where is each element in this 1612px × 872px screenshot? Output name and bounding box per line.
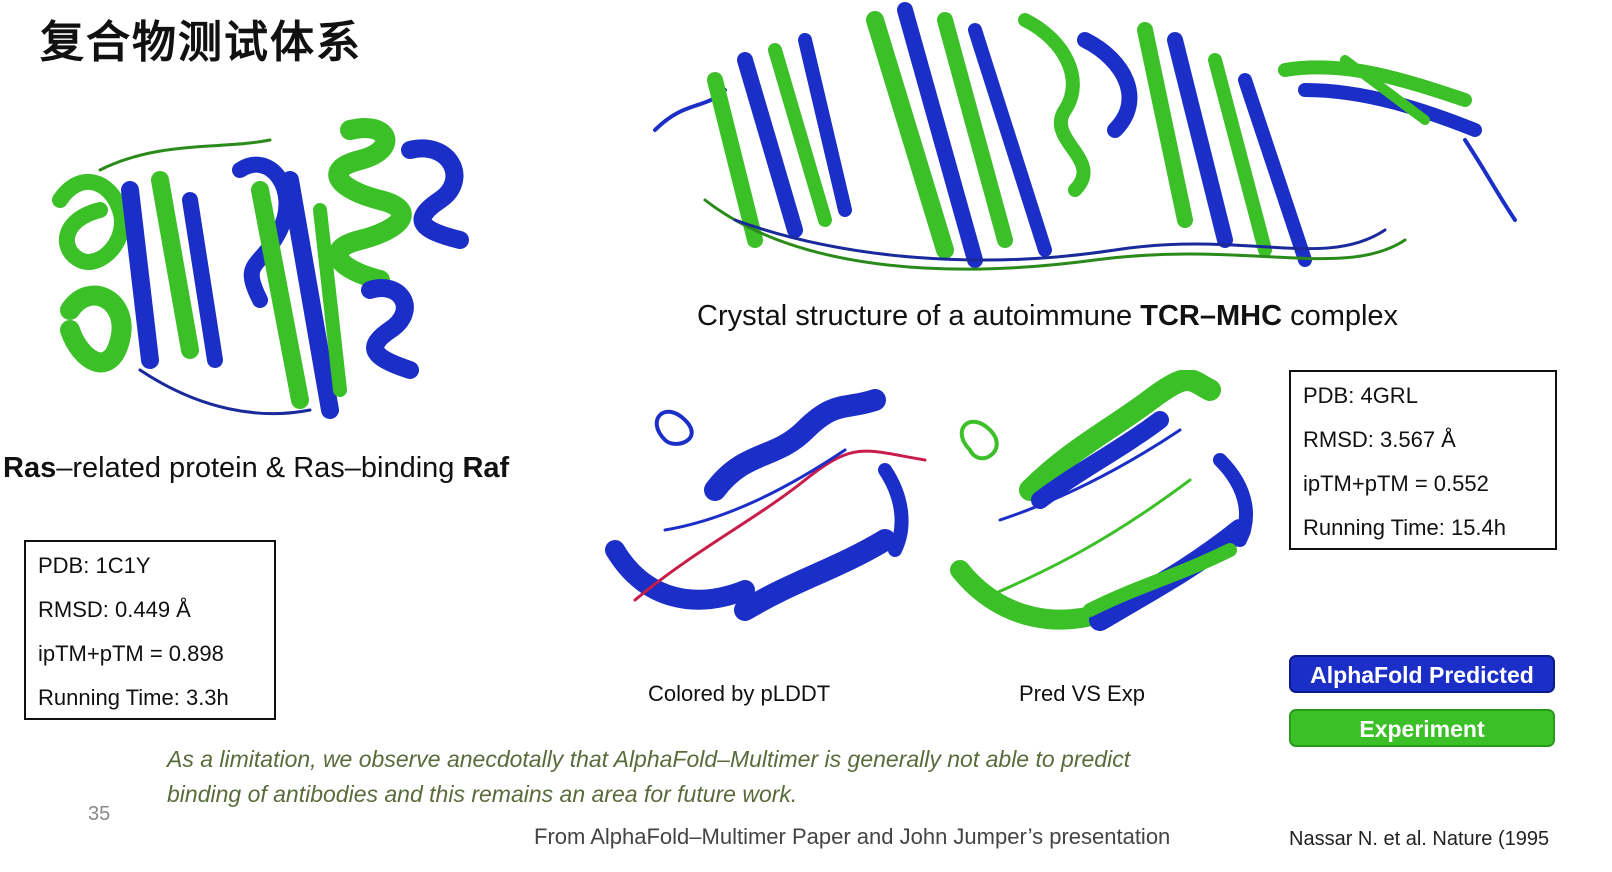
iptm-value: ipTM+pTM = 0.552 bbox=[1303, 471, 1489, 496]
legend-alphafold-predicted: AlphaFold Predicted bbox=[1289, 655, 1555, 693]
tcr-caption-start: Crystal structure of a autoimmune bbox=[697, 300, 1141, 332]
plddt-caption: Colored by pLDDT bbox=[648, 681, 831, 706]
pdb-id: PDB: 4GRL bbox=[1303, 383, 1418, 408]
limitation-quote: As a limitation, we observe anecdotally … bbox=[167, 742, 1247, 812]
source-citation: From AlphaFold–Multimer Paper and John J… bbox=[534, 824, 1171, 849]
reference-citation: Nassar N. et al. Nature (1995 bbox=[1289, 828, 1550, 850]
ras-label: Ras bbox=[3, 452, 57, 484]
ras-raf-caption: Ras–related protein & Ras–binding Raf bbox=[3, 452, 509, 485]
rmsd-value: RMSD: 3.567 Å bbox=[1303, 427, 1456, 452]
pred-vs-exp-image bbox=[950, 370, 1253, 631]
page-number: 35 bbox=[88, 803, 111, 825]
ras-raf-info-box: PDB: 1C1Y RMSD: 0.449 Å ipTM+pTM = 0.898… bbox=[24, 540, 276, 720]
raf-label: Raf bbox=[462, 452, 510, 484]
tcr-mhc-caption: Crystal structure of a autoimmune TCR–MH… bbox=[697, 300, 1398, 333]
running-time: Running Time: 3.3h bbox=[38, 685, 229, 710]
iptm-value: ipTM+pTM = 0.898 bbox=[38, 641, 224, 666]
slide-title: 复合物测试体系 bbox=[40, 17, 362, 68]
tcr-mhc-info-box: PDB: 4GRL RMSD: 3.567 Å ipTM+pTM = 0.552… bbox=[1289, 370, 1557, 550]
quote-line-2: binding of antibodies and this remains a… bbox=[167, 781, 798, 807]
quote-line-1: As a limitation, we observe anecdotally … bbox=[167, 746, 1131, 772]
tcr-caption-end: complex bbox=[1282, 300, 1399, 332]
ras-raf-structure-image bbox=[52, 118, 469, 419]
pdb-id: PDB: 1C1Y bbox=[38, 553, 151, 578]
legend-experiment: Experiment bbox=[1289, 709, 1555, 747]
rmsd-value: RMSD: 0.449 Å bbox=[38, 597, 191, 622]
tcr-mhc-label: TCR–MHC bbox=[1140, 300, 1283, 332]
plddt-colored-image bbox=[605, 389, 927, 621]
ras-caption-middle: –related protein & Ras–binding bbox=[56, 452, 463, 484]
running-time: Running Time: 15.4h bbox=[1303, 515, 1507, 540]
tcr-mhc-structure-image bbox=[653, 2, 1517, 271]
pred-vs-exp-caption: Pred VS Exp bbox=[1019, 681, 1145, 706]
